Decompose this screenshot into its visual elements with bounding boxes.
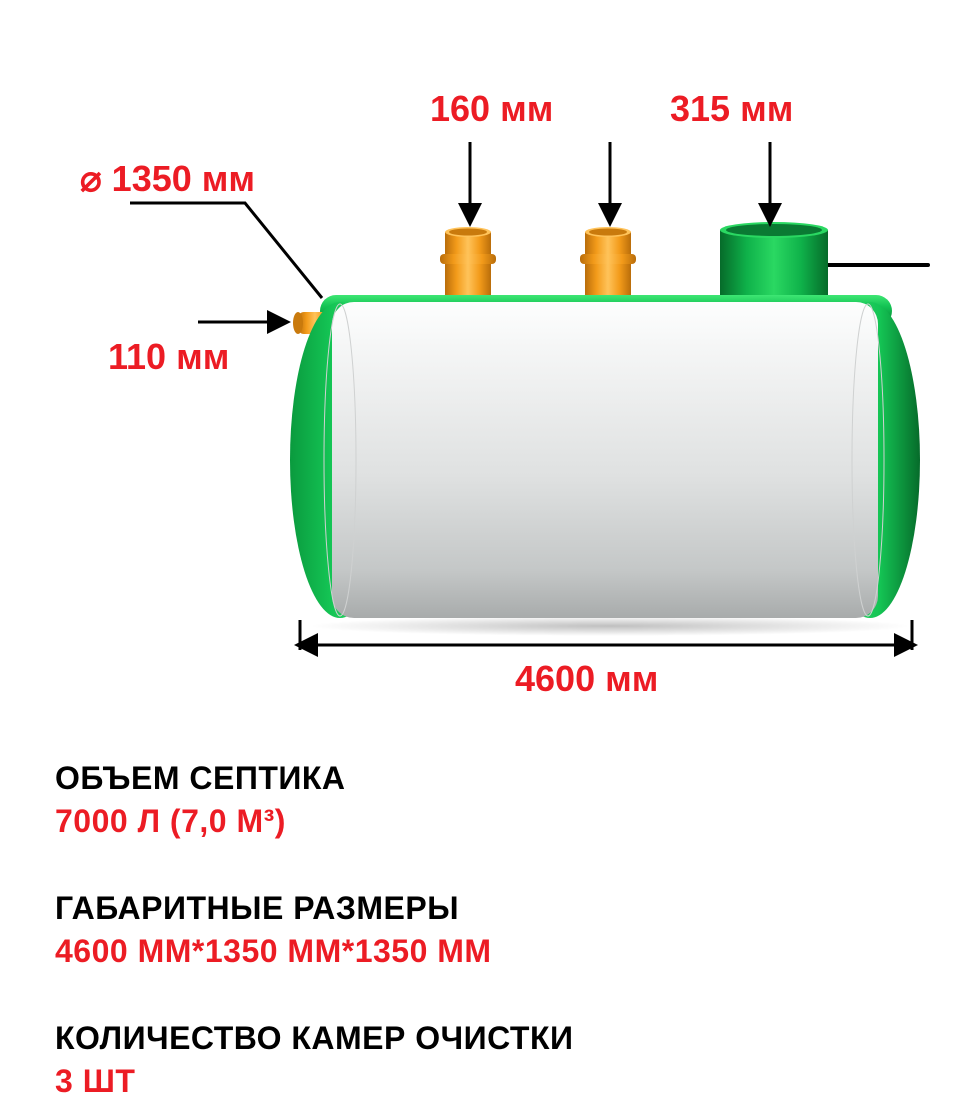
spec-chambers-title: КОЛИЧЕСТВО КАМЕР ОЧИСТКИ bbox=[55, 1020, 574, 1057]
label-length: 4600 мм bbox=[515, 658, 658, 700]
spec-volume-value: 7000 Л (7,0 М³) bbox=[55, 803, 346, 840]
spec-size: ГАБАРИТНЫЕ РАЗМЕРЫ 4600 ММ*1350 ММ*1350 … bbox=[55, 890, 492, 970]
spec-size-title: ГАБАРИТНЫЕ РАЗМЕРЫ bbox=[55, 890, 492, 927]
spec-size-value: 4600 ММ*1350 ММ*1350 ММ bbox=[55, 933, 492, 970]
orange-pipe-2 bbox=[580, 227, 636, 306]
label-diameter: ⌀ 1350 мм bbox=[80, 158, 255, 200]
spec-chambers: КОЛИЧЕСТВО КАМЕР ОЧИСТКИ 3 ШТ bbox=[55, 1020, 574, 1100]
orange-pipe-1 bbox=[440, 227, 496, 306]
label-pipe-110: 110 мм bbox=[108, 336, 229, 378]
tank-body bbox=[332, 302, 878, 618]
label-pipe-315: 315 мм bbox=[670, 88, 793, 130]
spec-chambers-value: 3 ШТ bbox=[55, 1063, 574, 1100]
label-pipe-160: 160 мм bbox=[430, 88, 553, 130]
spec-volume-title: ОБЪЕМ СЕПТИКА bbox=[55, 760, 346, 797]
leader-diameter bbox=[130, 203, 322, 298]
spec-volume: ОБЪЕМ СЕПТИКА 7000 Л (7,0 М³) bbox=[55, 760, 346, 840]
tank-shadow bbox=[310, 616, 910, 636]
